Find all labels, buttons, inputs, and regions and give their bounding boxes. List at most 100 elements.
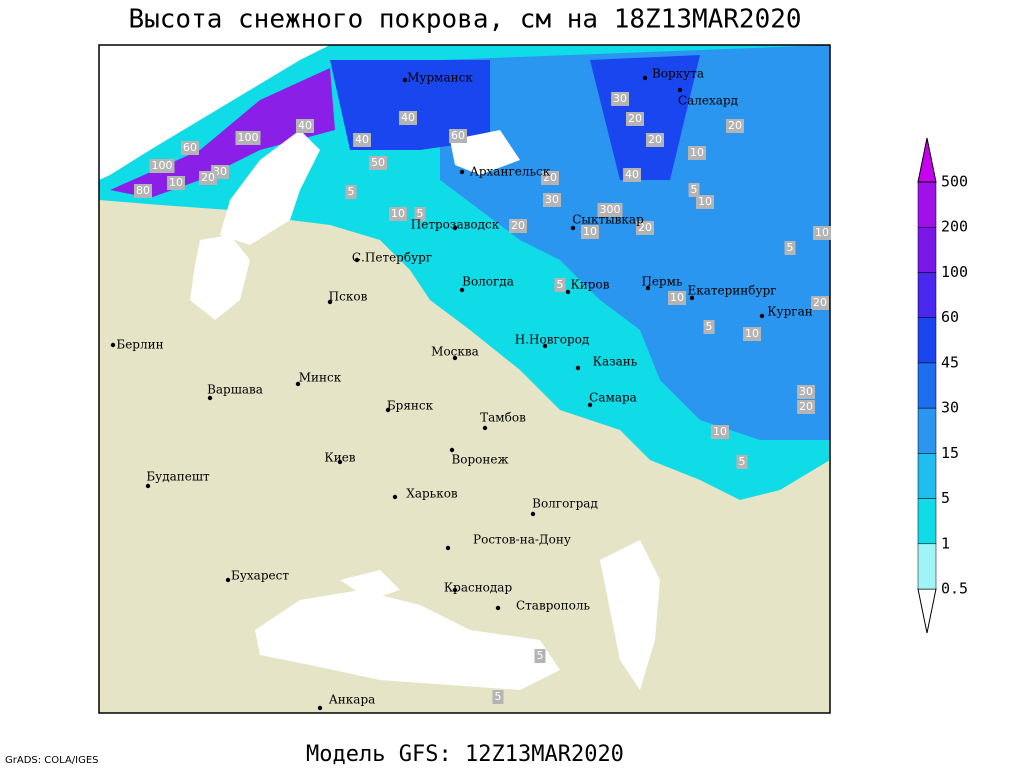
legend-level: 1 <box>941 534 950 552</box>
legend-level: 45 <box>941 353 959 371</box>
city-label: Анкара <box>329 693 376 707</box>
contour-label: 20 <box>728 119 742 132</box>
contour-label-box <box>811 296 829 310</box>
legend-level: 500 <box>941 173 968 191</box>
legend-arrow-high <box>917 137 937 183</box>
contour-label-box <box>626 112 644 126</box>
city-dot <box>295 381 301 387</box>
city-label: Сыктывкар <box>572 213 644 227</box>
city-dot <box>145 483 151 489</box>
baltic-sea <box>190 235 250 320</box>
legend-swatch <box>917 272 937 318</box>
contour-label-box <box>541 171 559 185</box>
legend-level: 30 <box>941 399 959 417</box>
contour-label-box <box>296 119 314 133</box>
legend-swatch <box>917 362 937 409</box>
contour-label-box <box>736 455 748 469</box>
contour-label-box <box>797 400 815 414</box>
contour-label-box <box>509 219 527 233</box>
contour-label-box <box>688 146 706 160</box>
contour-label: 5 <box>739 455 746 468</box>
legend-level: 200 <box>941 218 968 236</box>
contour-label-box <box>534 649 546 663</box>
city-label: Казань <box>593 355 638 369</box>
contour-label: 300 <box>600 203 621 216</box>
city-label: Будапешт <box>146 470 210 484</box>
snow-area <box>440 45 830 440</box>
city-label: Минск <box>299 371 342 385</box>
contour-label-box <box>492 690 504 704</box>
city-label: Н.Новгород <box>515 333 590 347</box>
city-label: Ростов-на-Дону <box>473 533 571 547</box>
city-dot <box>207 395 213 401</box>
contour-label-box <box>399 111 417 125</box>
city-label: Самара <box>589 391 637 405</box>
contour-label: 30 <box>545 193 559 206</box>
city-dot <box>402 77 408 83</box>
contour-label: 40 <box>625 168 639 181</box>
contour-label: 20 <box>813 296 827 309</box>
contour-label-box <box>668 291 686 305</box>
contour-label: 20 <box>799 400 813 413</box>
contour-label-box <box>235 131 261 145</box>
city-dot <box>459 169 465 175</box>
legend-swatch <box>917 543 937 590</box>
city-label: Салехард <box>678 94 738 108</box>
contour-label: 30 <box>613 92 627 105</box>
snow-area <box>590 55 700 180</box>
city-label: Мурманск <box>407 71 473 85</box>
contour-label: 5 <box>691 183 698 196</box>
city-label: Петрозаводск <box>411 218 500 232</box>
city-dot <box>482 425 488 431</box>
city-dot <box>385 407 391 413</box>
map-frame <box>98 44 831 714</box>
contour-label-box <box>646 133 664 147</box>
city-dot <box>354 257 360 263</box>
legend-level: 60 <box>941 308 959 326</box>
contour-label-box <box>199 171 217 185</box>
model-caption: Модель GFS: 12Z13MAR2020 <box>306 742 624 767</box>
contour-label-box <box>389 207 407 221</box>
city-label: Вологда <box>462 275 514 289</box>
map-area <box>98 44 831 714</box>
azov-sea <box>340 570 400 600</box>
city-label: Брянск <box>387 399 434 413</box>
white-sea <box>450 130 520 175</box>
city-label: Екатеринбург <box>687 284 776 298</box>
legend-level: 5 <box>941 489 950 507</box>
contour-label-box <box>688 183 700 197</box>
city-dot <box>495 605 501 611</box>
city-label: Краснодар <box>444 581 513 595</box>
city-dot <box>445 545 451 551</box>
contour-label: 5 <box>495 690 502 703</box>
city-dot <box>225 577 231 583</box>
city-label: Ставрополь <box>516 599 590 613</box>
city-dot <box>587 402 593 408</box>
city-dot <box>689 295 695 301</box>
contour-label-box <box>449 129 467 143</box>
contour-label-box <box>784 241 796 255</box>
legend-swatch <box>917 226 937 273</box>
legend-swatch <box>917 181 937 228</box>
sea <box>99 45 330 180</box>
contour-label: 10 <box>713 425 727 438</box>
contour-label-box <box>543 193 561 207</box>
contour-label: 10 <box>815 226 829 239</box>
contour-label: 20 <box>511 219 525 232</box>
contour-label-box <box>149 159 175 173</box>
contour-label-box <box>353 133 371 147</box>
contour-label: 40 <box>298 119 312 132</box>
city-label: Воркута <box>652 67 704 81</box>
city-dot <box>327 299 333 305</box>
contour-label-box <box>797 385 815 399</box>
contour-label: 20 <box>628 112 642 125</box>
legend-level: 100 <box>941 263 968 281</box>
contour-label: 60 <box>451 129 465 142</box>
city-dot <box>459 287 465 293</box>
legend-swatch <box>917 498 937 545</box>
contour-label: 100 <box>238 131 259 144</box>
city-label: Воронеж <box>451 453 508 467</box>
city-label: Тамбов <box>480 411 526 425</box>
city-dot <box>449 447 455 453</box>
